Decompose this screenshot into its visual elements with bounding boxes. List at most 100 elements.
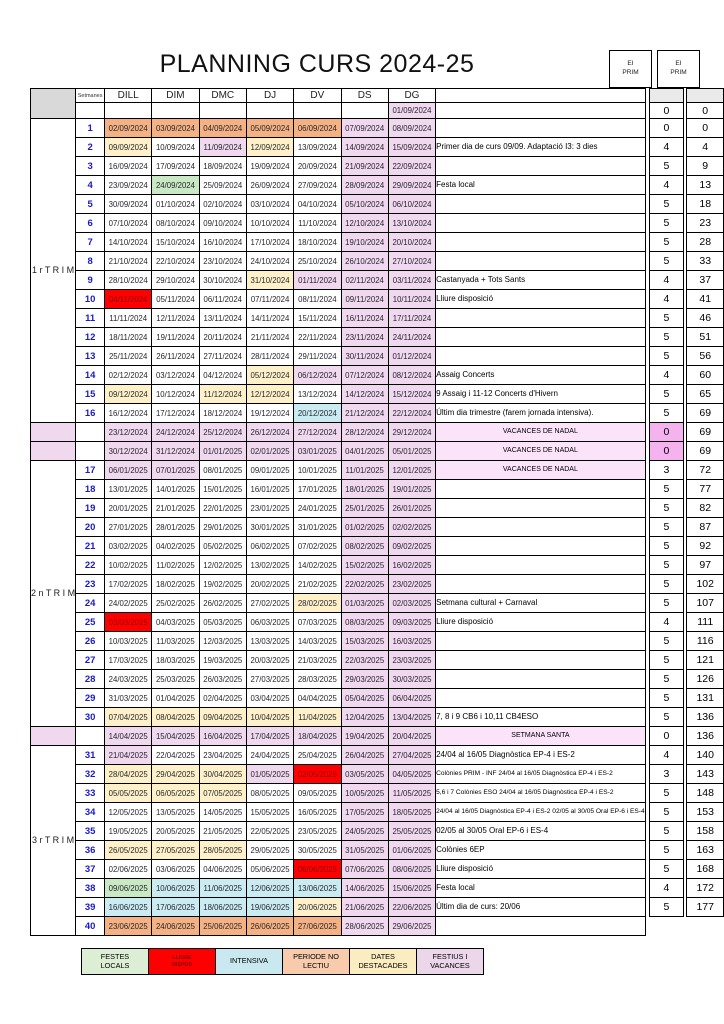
day-cell: 20/12/2024 [293, 403, 342, 423]
day-cell: 15/10/2024 [151, 232, 200, 252]
day-cell: 31/05/2025 [340, 840, 389, 860]
day-cell: 05/12/2024 [245, 365, 295, 385]
prim-count-cell: 158 [686, 821, 724, 841]
day-cell: 10/05/2025 [340, 783, 389, 803]
week-number: 14 [75, 365, 106, 385]
day-cell: 20/06/2025 [293, 897, 342, 917]
day-cell: 24/11/2024 [387, 327, 437, 347]
prim-count-cell: 97 [686, 555, 724, 575]
ei-count-cell: 5 [649, 669, 684, 689]
day-cell: 19/06/2025 [245, 897, 295, 917]
week-row: 22 10/02/2025 11/02/2025 12/02/2025 13/02/20… [31, 555, 724, 575]
week-row: 19 20/01/2025 21/01/2025 22/01/2025 23/01/20… [31, 498, 724, 518]
ei-count-cell: 5 [649, 403, 684, 423]
ei-count-cell: 5 [649, 574, 684, 594]
day-cell: 21/12/2024 [340, 403, 389, 423]
day-cell: 06/10/2024 [387, 194, 437, 214]
week-row: 38 09/06/2025 10/06/2025 11/06/2025 12/06/20… [31, 878, 724, 898]
planning-table: Setmanes DILL DIM DMC DJ DV DS DG 01/09/2024 0 0 1 … [29, 88, 724, 936]
prim-count-cell: 23 [686, 213, 724, 233]
day-cell: 12/06/2025 [245, 878, 295, 898]
day-cell: 27/10/2024 [387, 251, 437, 271]
day-cell: 21/03/2025 [293, 650, 342, 670]
day-cell: 18/03/2025 [151, 650, 200, 670]
legend-item-2: INTENSIVA [215, 948, 283, 975]
trimester-vacation-cell [29, 441, 77, 461]
week-number: 26 [75, 631, 106, 651]
ei-count-cell: 5 [649, 650, 684, 670]
week-row: 4 23/09/2024 24/09/2024 25/09/2024 26/09/202… [31, 175, 724, 195]
day-cell: 23/03/2025 [387, 650, 437, 670]
day-cell: 09/03/2025 [387, 612, 437, 632]
day-cell: 09/02/2025 [387, 536, 437, 556]
day-header-dj: DJ [245, 88, 295, 103]
day-cell: 27/09/2024 [293, 175, 342, 195]
day-cell: 13/09/2024 [293, 137, 342, 157]
day-cell: 10/06/2025 [151, 878, 200, 898]
day-cell: 01/09/2024 [387, 102, 437, 119]
day-cell: 10/11/2024 [387, 289, 437, 309]
week-number: 17 [75, 460, 106, 480]
day-cell: 23/11/2024 [340, 327, 389, 347]
day-cell: 05/04/2025 [340, 688, 389, 708]
day-cell: 21/02/2025 [293, 574, 342, 594]
note-cell [435, 479, 646, 499]
week-number: 21 [75, 536, 106, 556]
day-cell: 03/04/2025 [245, 688, 295, 708]
week-row: 12 18/11/2024 19/11/2024 20/11/2024 21/11/20… [31, 327, 724, 347]
day-cell: 26/11/2024 [151, 346, 200, 366]
week-number: 5 [75, 194, 106, 214]
day-cell: 10/02/2025 [104, 555, 153, 575]
week-row: 29 31/03/2025 01/04/2025 02/04/2025 03/04/20… [31, 688, 724, 708]
day-cell: 19/05/2025 [104, 821, 153, 841]
day-cell: 25/04/2025 [293, 745, 342, 765]
day-cell: 16/01/2025 [245, 479, 295, 499]
day-cell: 11/02/2025 [151, 555, 200, 575]
day-cell: 28/06/2025 [340, 916, 389, 936]
day-cell: 23/02/2025 [387, 574, 437, 594]
day-cell: 09/01/2025 [245, 460, 295, 480]
note-cell: VACANCES DE NADAL [435, 441, 646, 461]
prim-count-cell: 116 [686, 631, 724, 651]
prim-count-cell: 121 [686, 650, 724, 670]
trimester-label: 3 r T R I M [29, 745, 76, 936]
week-row: 40 23/06/2025 24/06/2025 25/06/2025 26/06/20… [31, 916, 724, 936]
day-cell: 22/12/2024 [387, 403, 437, 423]
day-cell: 01/12/2024 [387, 346, 437, 366]
ei-count-cell: 5 [649, 688, 684, 708]
day-cell: 08/06/2025 [387, 859, 437, 879]
day-cell [151, 102, 200, 119]
day-cell: 09/09/2024 [104, 137, 153, 157]
day-cell: 02/09/2024 [104, 118, 153, 138]
day-cell: 27/01/2025 [104, 517, 153, 537]
ei-count-cell: 5 [649, 593, 684, 613]
day-cell: 14/04/2025 [104, 726, 153, 746]
day-cell: 13/01/2025 [104, 479, 153, 499]
day-cell: 15/05/2025 [245, 802, 295, 822]
prim-count-cell: 136 [686, 707, 724, 727]
day-cell: 02/10/2024 [198, 194, 247, 214]
day-cell: 03/10/2024 [245, 194, 295, 214]
ei-count-cell: 3 [649, 764, 684, 784]
note-cell [435, 498, 646, 518]
ei-count-cell: 5 [649, 840, 684, 860]
week-number: 9 [75, 270, 106, 290]
week-number: 8 [75, 251, 106, 271]
prim-count-cell: 18 [686, 194, 724, 214]
ei-count-cell: 5 [649, 707, 684, 727]
week-number: 3 [75, 156, 106, 176]
day-cell: 27/03/2025 [245, 669, 295, 689]
day-cell: 17/02/2025 [104, 574, 153, 594]
note-cell [435, 536, 646, 556]
day-cell: 01/04/2025 [151, 688, 200, 708]
week-row: 1 r T R I M 1 02/09/2024 03/09/2024 04/09/20… [29, 118, 724, 423]
day-cell: 27/05/2025 [151, 840, 200, 860]
ei-count-cell: 5 [649, 555, 684, 575]
day-cell: 11/04/2025 [293, 707, 342, 727]
day-cell: 12/05/2025 [104, 802, 153, 822]
day-cell: 16/05/2025 [293, 802, 342, 822]
day-cell: 12/11/2024 [151, 308, 200, 328]
note-cell [435, 574, 646, 594]
day-cell: 12/01/2025 [387, 460, 437, 480]
